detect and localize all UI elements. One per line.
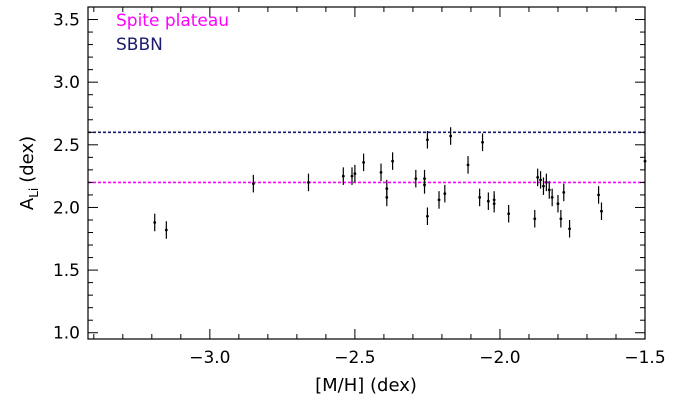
data-point (164, 228, 168, 232)
data-point (533, 217, 537, 221)
data-point (478, 196, 482, 199)
x-tick-label: −2.0 (479, 348, 520, 368)
data-point (449, 134, 453, 138)
data-point (542, 184, 545, 188)
data-point (600, 209, 603, 213)
y-tick-label: 2.5 (53, 136, 80, 156)
data-point (507, 212, 511, 216)
data-point (153, 221, 157, 224)
plot-frame (87, 6, 646, 340)
data-point (353, 172, 357, 176)
legend: Spite plateau SBBN (116, 11, 229, 55)
y-axis-label-subscript: Li (27, 188, 41, 198)
data-point (492, 202, 496, 206)
data-point (556, 202, 560, 206)
data-point (307, 180, 310, 184)
data-point (481, 140, 484, 144)
data-point (414, 177, 418, 181)
y-tick-label: 3.5 (53, 11, 80, 31)
data-point (423, 183, 426, 187)
axis-ticks: −3.0 −2.5 −2.0 −1.5 1.0 1.5 2.0 2.5 3.0 3.5 (53, 7, 666, 368)
data-point (362, 160, 365, 164)
data-point (486, 199, 490, 203)
data-point (385, 196, 389, 199)
y-tick-label: 1.5 (53, 261, 80, 281)
data-point (597, 193, 600, 197)
data-point (547, 188, 551, 192)
data-point (251, 182, 255, 186)
data-point (350, 174, 354, 178)
data-point (562, 191, 566, 194)
data-point (544, 180, 548, 184)
data-point (536, 175, 540, 179)
x-axis-label: [M/H] (dex) (315, 375, 417, 396)
data-point (550, 196, 554, 199)
y-tick-label: 2.0 (53, 198, 80, 218)
y-axis-label-unit: (dex) (17, 136, 38, 183)
data-point (466, 163, 470, 167)
data-point (341, 174, 345, 178)
plot-area (88, 127, 647, 239)
y-tick-label: 3.0 (53, 73, 80, 93)
data-point (379, 170, 383, 174)
data-point (437, 198, 441, 202)
y-axis-label: ALi (dex) (17, 136, 41, 210)
data-point (426, 138, 429, 142)
legend-entry: Spite plateau (116, 11, 229, 31)
y-axis-label-main: A (17, 197, 38, 210)
data-point (559, 217, 563, 221)
x-tick-label: −3.0 (189, 348, 230, 368)
data-point (391, 159, 395, 163)
x-tick-label: −1.5 (624, 348, 665, 368)
x-tick-label: −2.5 (334, 348, 375, 368)
data-point (568, 227, 571, 231)
legend-entry: SBBN (116, 35, 163, 55)
data-point (385, 187, 389, 191)
data-point (443, 192, 447, 196)
y-tick-label: 1.0 (53, 324, 80, 344)
data-point (426, 214, 429, 218)
data-point (539, 178, 542, 182)
